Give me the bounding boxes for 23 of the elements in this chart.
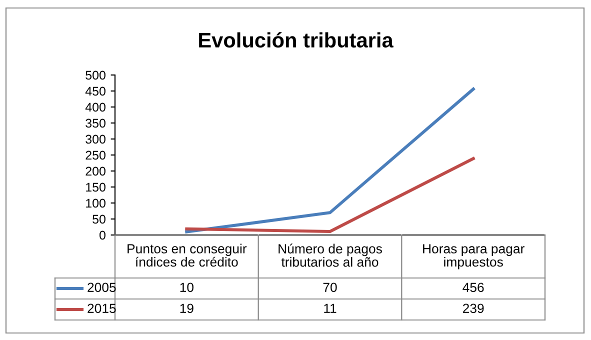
- y-tick-label: 400: [85, 102, 106, 112]
- chart-title: Evolución tributaria: [199, 32, 394, 48]
- x-tick-label: Puntos en conseguir índices de crédito: [128, 244, 247, 267]
- x-tick-label: Horas para pagar impuestos: [423, 244, 524, 270]
- y-tick-label: 450: [85, 86, 106, 96]
- y-tick-label: 100: [86, 198, 106, 208]
- y-tick-label: 50: [92, 214, 106, 224]
- data-label: 19: [180, 304, 194, 314]
- legend-label: 2015: [88, 304, 116, 314]
- data-label: 239: [462, 304, 484, 314]
- y-tick-label: 500: [86, 70, 106, 80]
- y-tick-label: 300: [86, 134, 106, 144]
- y-tick-label: 200: [86, 166, 106, 176]
- x-tick-label: Número de pagos tributarios al año: [278, 244, 382, 267]
- data-label: 456: [462, 282, 484, 292]
- y-tick-label: 250: [86, 150, 106, 160]
- data-label: 10: [180, 282, 194, 292]
- y-tick-label: 350: [86, 118, 106, 128]
- data-label: 11: [324, 304, 336, 313]
- y-tick-label: 150: [86, 182, 106, 192]
- y-tick-label: 0: [100, 230, 106, 240]
- data-label: 70: [323, 282, 337, 292]
- legend-label: 2005: [88, 282, 116, 292]
